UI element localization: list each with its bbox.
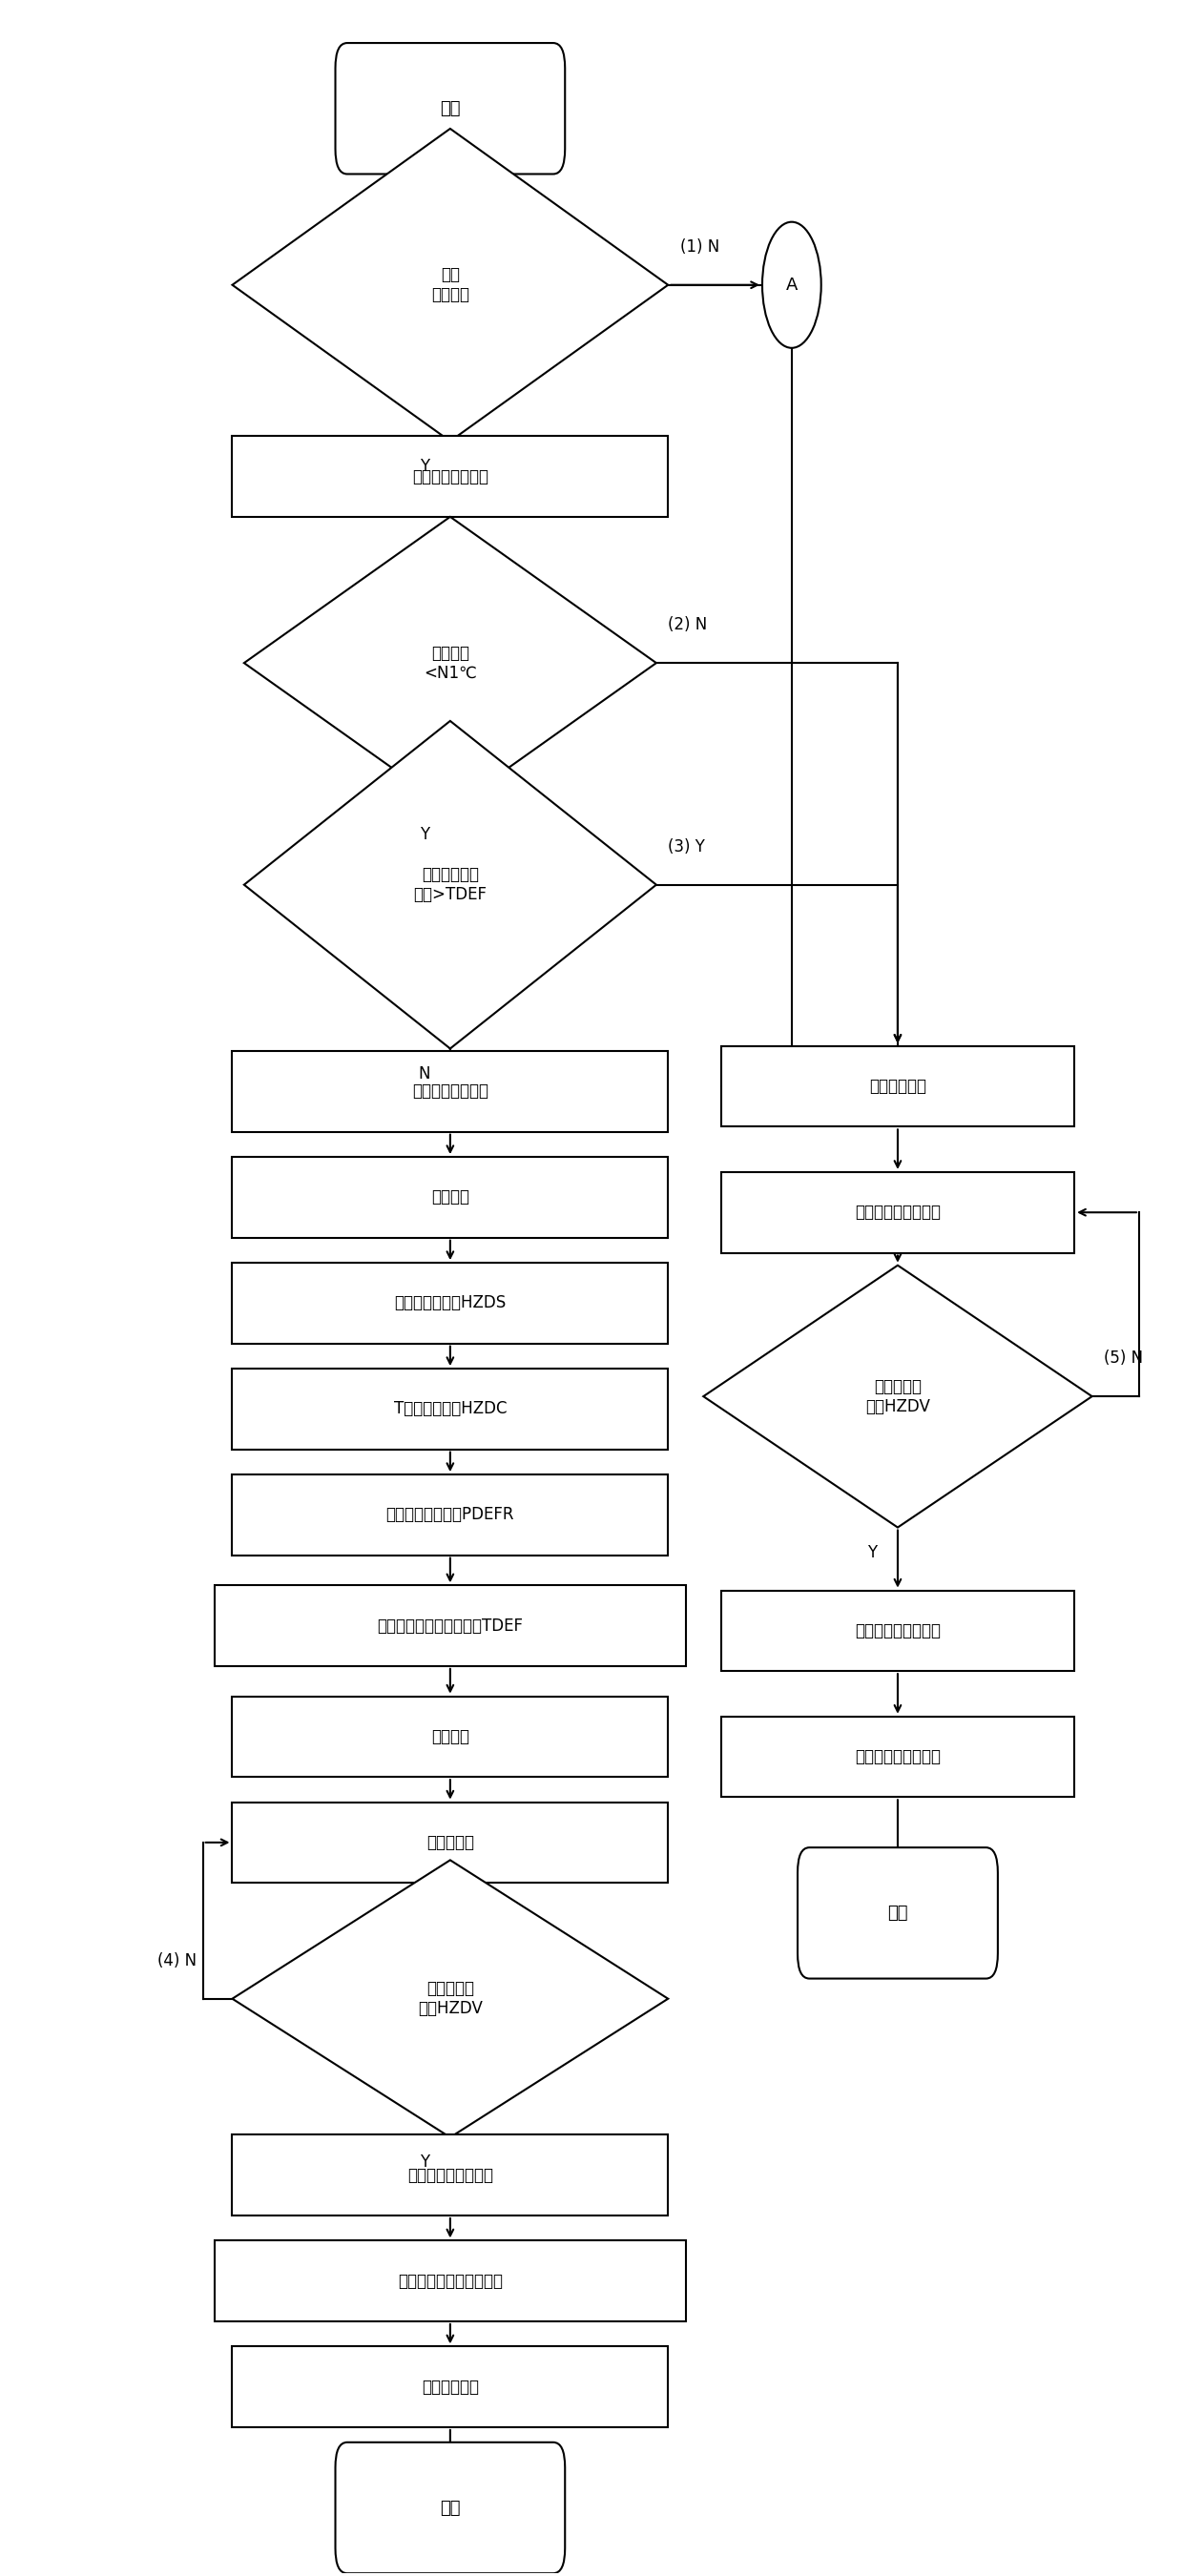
FancyBboxPatch shape — [232, 2347, 668, 2427]
Text: T分钟后再升到HZDC: T分钟后再升到HZDC — [394, 1401, 506, 1417]
FancyBboxPatch shape — [232, 1368, 668, 1450]
Text: A: A — [786, 276, 797, 294]
Text: 当室外热交换器温度超过TDEF: 当室外热交换器温度超过TDEF — [377, 1618, 523, 1633]
Text: Y: Y — [420, 827, 429, 842]
Text: 室外热交换器
温度>TDEF: 室外热交换器 温度>TDEF — [413, 866, 487, 904]
Polygon shape — [244, 721, 657, 1048]
Text: 结束: 结束 — [887, 1904, 909, 1922]
Text: 正常制热工作: 正常制热工作 — [421, 2378, 479, 2396]
Text: 压缩机频率
降到HZDV: 压缩机频率 降到HZDV — [418, 1981, 483, 2017]
Text: Y: Y — [420, 459, 429, 474]
FancyBboxPatch shape — [232, 1262, 668, 1345]
Text: 电子膨胀阀开度为PDEFR: 电子膨胀阀开度为PDEFR — [386, 1507, 515, 1522]
Text: 进入除霜工作程序: 进入除霜工作程序 — [412, 1082, 489, 1100]
Text: 切换四通阀制热运行: 切换四通阀制热运行 — [855, 1623, 940, 1638]
Text: N: N — [419, 1066, 431, 1082]
Text: 压缩机频率
升到HZDV: 压缩机频率 升到HZDV — [865, 1378, 930, 1414]
Text: 是否
初次开机: 是否 初次开机 — [431, 265, 470, 304]
FancyBboxPatch shape — [722, 1716, 1074, 1798]
Text: (4) N: (4) N — [157, 1953, 198, 1971]
FancyBboxPatch shape — [335, 44, 565, 175]
FancyBboxPatch shape — [232, 2136, 668, 2215]
FancyBboxPatch shape — [722, 1046, 1074, 1126]
Text: 除霜结束: 除霜结束 — [431, 1728, 470, 1744]
Text: 制热模式开机: 制热模式开机 — [870, 1077, 926, 1095]
Text: Y: Y — [420, 2154, 429, 2172]
Polygon shape — [704, 1265, 1092, 1528]
Circle shape — [762, 222, 821, 348]
Text: (1) N: (1) N — [680, 240, 719, 255]
FancyBboxPatch shape — [232, 1473, 668, 1556]
FancyBboxPatch shape — [214, 1584, 686, 1667]
Text: 开始: 开始 — [440, 100, 460, 116]
FancyBboxPatch shape — [232, 1051, 668, 1131]
Text: 外风机、压缩机启动: 外风机、压缩机启动 — [855, 1203, 940, 1221]
Text: 进入开机除霜程序: 进入开机除霜程序 — [412, 469, 489, 484]
Text: 压缩机转速升到HZDS: 压缩机转速升到HZDS — [394, 1296, 506, 1311]
Text: 切换四通阀制热运行: 切换四通阀制热运行 — [407, 2166, 493, 2184]
FancyBboxPatch shape — [232, 435, 668, 518]
Polygon shape — [244, 518, 657, 809]
Polygon shape — [232, 129, 668, 440]
Text: 频率调回到制热初期频率: 频率调回到制热初期频率 — [397, 2272, 503, 2290]
Text: 外风机启动: 外风机启动 — [426, 1834, 474, 1852]
Text: 除霜开始: 除霜开始 — [431, 1188, 470, 1206]
Text: (2) N: (2) N — [668, 616, 707, 634]
FancyBboxPatch shape — [232, 1803, 668, 1883]
Text: Y: Y — [867, 1543, 877, 1561]
FancyBboxPatch shape — [214, 2241, 686, 2321]
Text: (3) Y: (3) Y — [668, 837, 705, 855]
Text: 内风机防冷风后运行: 内风机防冷风后运行 — [855, 1749, 940, 1765]
FancyBboxPatch shape — [797, 1847, 997, 1978]
Text: 结束: 结束 — [440, 2499, 460, 2517]
FancyBboxPatch shape — [722, 1172, 1074, 1252]
Text: 环境温度
<N1℃: 环境温度 <N1℃ — [424, 644, 477, 683]
FancyBboxPatch shape — [335, 2442, 565, 2573]
FancyBboxPatch shape — [232, 1695, 668, 1777]
Polygon shape — [232, 1860, 668, 2138]
FancyBboxPatch shape — [232, 1157, 668, 1236]
FancyBboxPatch shape — [722, 1589, 1074, 1672]
Text: (5) N: (5) N — [1104, 1350, 1143, 1368]
